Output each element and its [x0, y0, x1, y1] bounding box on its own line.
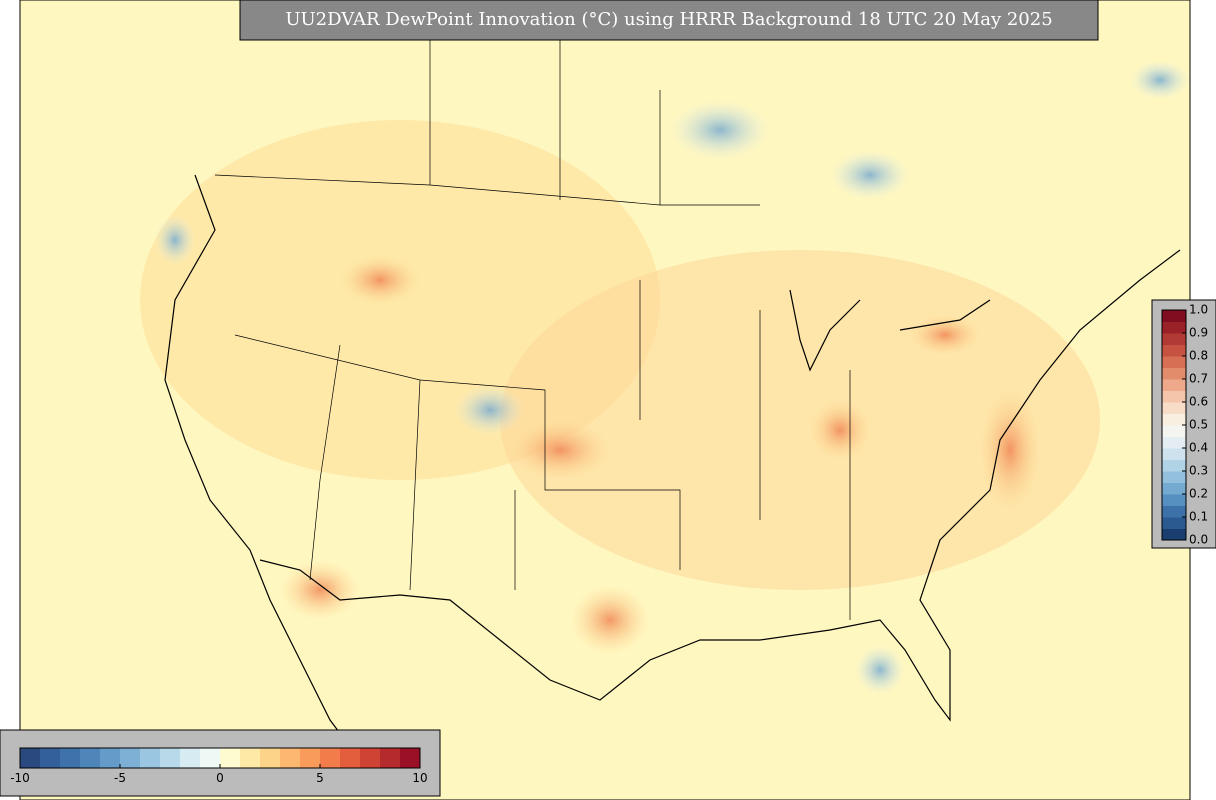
colorbar-tick-label: 0.3 — [1189, 464, 1208, 478]
map-title: UU2DVAR DewPoint Innovation (°C) using H… — [285, 9, 1052, 30]
colorbar-segment — [380, 748, 401, 768]
colorbar-tick-label: -10 — [10, 771, 30, 785]
colorbar-segment — [1162, 367, 1186, 380]
colorbar-tick-label: 0.0 — [1189, 533, 1208, 547]
colorbar-segment — [320, 748, 341, 768]
colorbar-segment — [1162, 333, 1186, 345]
colorbar-tick-label: 0.4 — [1189, 441, 1208, 455]
colorbar-segment — [180, 748, 201, 768]
colorbar-segment — [1162, 425, 1186, 437]
colorbar-segment — [1162, 310, 1186, 322]
colorbar-segment — [1162, 402, 1186, 414]
colorbar-tick-label: 0.8 — [1189, 349, 1208, 363]
colorbar-segment — [1162, 356, 1186, 368]
colorbar-segment — [200, 748, 221, 768]
colorbar-segment — [1162, 494, 1186, 506]
colorbar-tick-label: 0.1 — [1189, 510, 1208, 524]
colorbar-segment — [160, 748, 181, 768]
colorbar-segment — [40, 748, 61, 768]
colorbar-segment — [240, 748, 261, 768]
colorbar-segment — [80, 748, 101, 768]
colorbar-segment — [1162, 379, 1186, 391]
coastlines — [164, 174, 1181, 761]
colorbar-segment — [120, 748, 141, 768]
colorbar-tick-label: 0 — [216, 771, 224, 785]
colorbar-tick-label: 1.0 — [1189, 303, 1208, 317]
colorbar-tick-label: 5 — [316, 771, 324, 785]
borders — [214, 40, 851, 620]
colorbar-segment — [1162, 459, 1186, 472]
title-box — [239, 0, 1099, 41]
analysis-field — [140, 60, 1190, 695]
colorbar-tick-label: 0.6 — [1189, 395, 1208, 409]
colorbar-segment — [1162, 390, 1186, 403]
colorbar-tick-label: 10 — [412, 771, 427, 785]
colorbar-segment — [1162, 528, 1186, 541]
colorbar-segment — [1162, 471, 1186, 483]
colorbar-segment — [400, 748, 421, 768]
colorbar-segment — [100, 748, 121, 768]
colorbar-segment — [220, 748, 241, 768]
colorbar-segment — [1162, 505, 1186, 518]
colorbar-segment — [1162, 413, 1186, 426]
colorbar-tick-label: 0.5 — [1189, 418, 1208, 432]
colorbar-segment — [1162, 321, 1186, 334]
colorbar-segment — [260, 748, 281, 768]
colorbar-segment — [340, 748, 361, 768]
colorbar-segment — [280, 748, 301, 768]
colorbar-tick-label: 0.2 — [1189, 487, 1208, 501]
colorbar-tick-label: 0.9 — [1189, 326, 1208, 340]
colorbar-segment — [60, 748, 81, 768]
colorbar-segment — [20, 748, 41, 768]
colorbar-segment — [140, 748, 161, 768]
colorbar-tick-label: -5 — [114, 771, 126, 785]
colorbar-segment — [1162, 482, 1186, 495]
colorbar-tick-label: 0.7 — [1189, 372, 1208, 386]
colorbar-segment — [360, 748, 381, 768]
colorbar-segment — [1162, 517, 1186, 529]
colorbar-segment — [1162, 436, 1186, 449]
colorbar-segment — [1162, 344, 1186, 357]
colorbar-segment — [300, 748, 321, 768]
colorbar-segment — [1162, 448, 1186, 460]
